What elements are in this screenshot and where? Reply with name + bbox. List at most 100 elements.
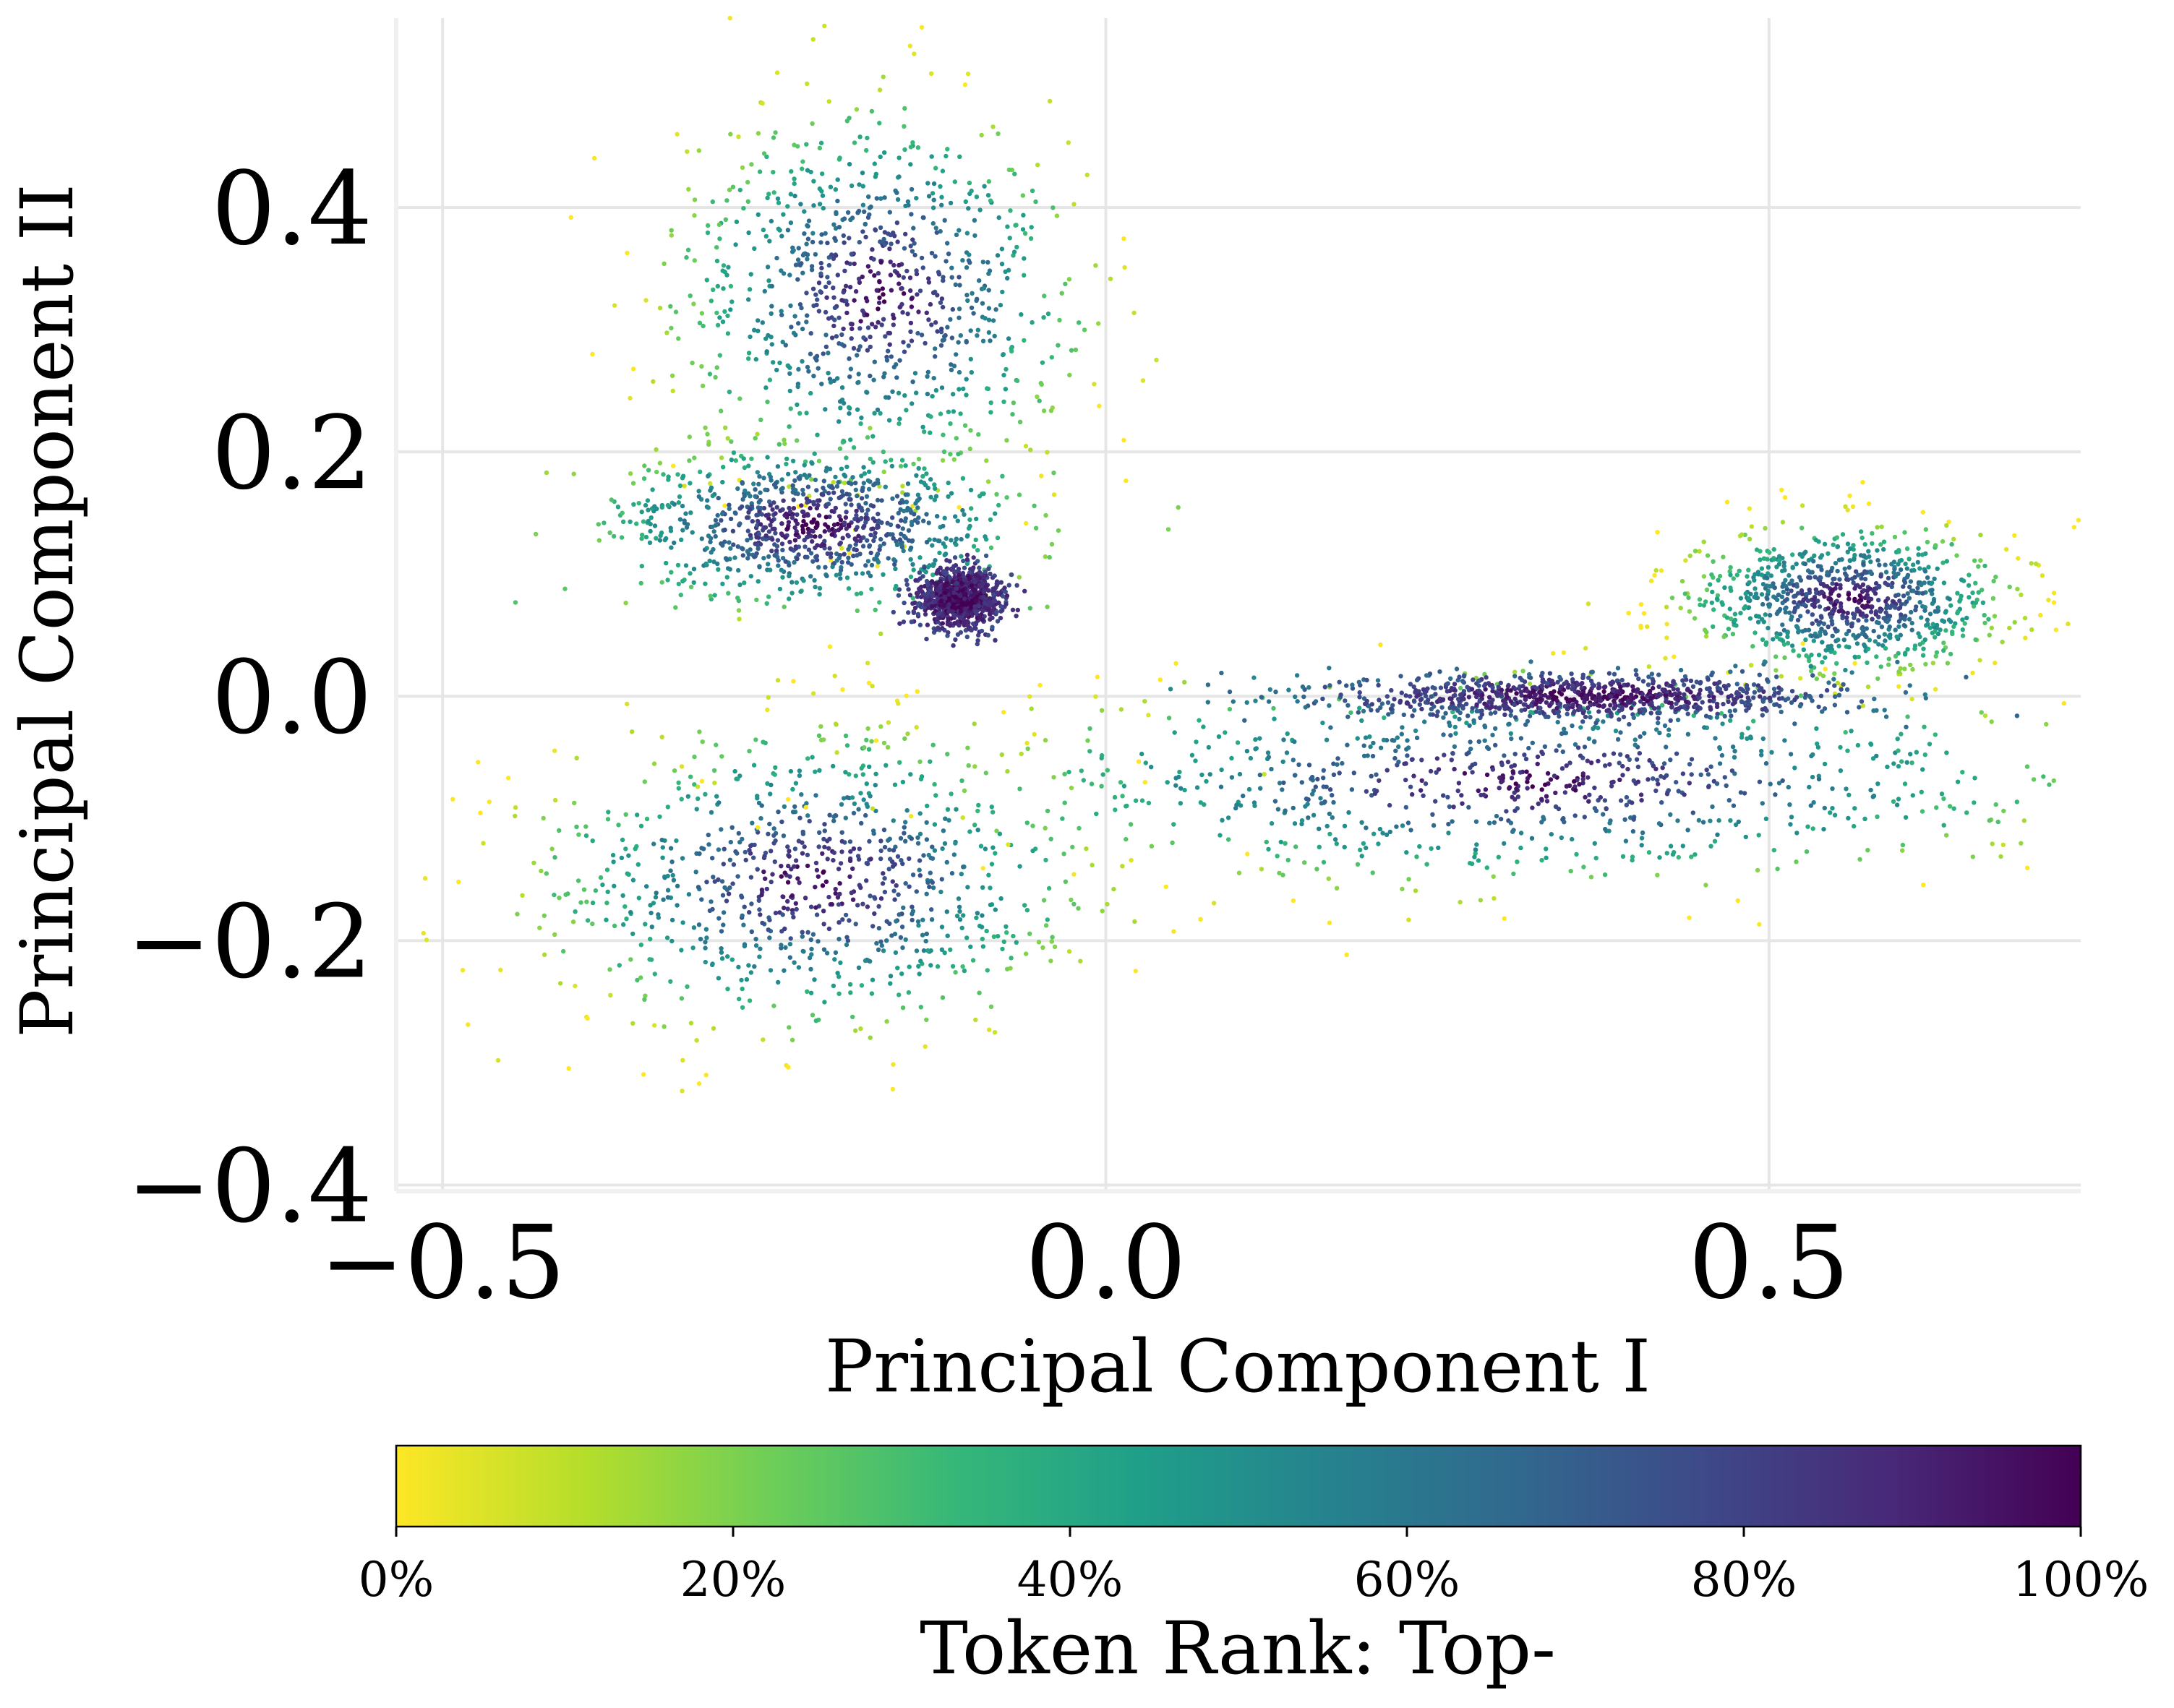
scatter-point (1441, 793, 1446, 798)
scatter-point (513, 813, 518, 819)
scatter-point (940, 613, 945, 618)
scatter-point (1331, 761, 1336, 766)
scatter-point (892, 562, 897, 567)
scatter-point (821, 479, 827, 484)
scatter-point (809, 520, 814, 525)
scatter-point (692, 782, 697, 787)
scatter-point (863, 234, 868, 240)
scatter-point (1504, 809, 1509, 814)
scatter-point (748, 334, 753, 340)
scatter-point (967, 252, 972, 257)
scatter-point (915, 919, 921, 924)
scatter-point (719, 879, 725, 884)
scatter-point (983, 606, 988, 611)
scatter-point (481, 841, 486, 846)
scatter-point (1498, 817, 1504, 822)
scatter-point (843, 912, 849, 918)
scatter-point (1925, 617, 1930, 622)
scatter-point (1830, 622, 1835, 627)
scatter-point (1082, 327, 1087, 332)
scatter-point (624, 917, 629, 922)
scatter-point (1618, 730, 1623, 735)
scatter-point (868, 269, 873, 274)
scatter-point (684, 525, 690, 530)
scatter-point (860, 202, 866, 207)
scatter-point (890, 515, 895, 520)
scatter-point (901, 291, 907, 296)
scatter-point (1820, 660, 1825, 665)
scatter-point (880, 286, 886, 291)
scatter-point (623, 601, 628, 606)
scatter-point (946, 409, 951, 414)
scatter-point (1944, 833, 1949, 838)
scatter-point (859, 505, 864, 511)
scatter-point (1817, 604, 1823, 609)
scatter-point (684, 255, 689, 260)
scatter-point (692, 197, 698, 202)
scatter-point (1846, 565, 1852, 570)
scatter-point (865, 135, 870, 141)
scatter-point (648, 521, 653, 527)
scatter-point (1431, 823, 1437, 828)
scatter-point (822, 23, 827, 28)
scatter-point (1799, 503, 1805, 508)
scatter-point (858, 1026, 863, 1031)
scatter-point (1834, 661, 1839, 666)
scatter-point (716, 877, 721, 883)
scatter-point (964, 377, 969, 382)
scatter-point (1618, 798, 1624, 803)
scatter-point (727, 506, 732, 511)
scatter-point (847, 874, 852, 880)
scatter-point (844, 299, 849, 304)
scatter-point (756, 212, 761, 218)
scatter-point (699, 846, 704, 851)
scatter-point (865, 661, 870, 666)
scatter-point (757, 907, 762, 912)
scatter-point (896, 174, 902, 179)
scatter-point (1960, 627, 1965, 632)
scatter-point (1050, 935, 1055, 940)
scatter-point (787, 562, 792, 568)
scatter-point (620, 510, 625, 515)
scatter-point (669, 228, 674, 233)
scatter-point (1917, 566, 1922, 571)
scatter-point (742, 904, 747, 909)
scatter-point (773, 130, 778, 135)
scatter-point (1041, 898, 1047, 903)
scatter-point (672, 540, 677, 546)
scatter-point (1493, 742, 1498, 748)
scatter-point (769, 311, 774, 316)
scatter-point (1069, 785, 1074, 791)
scatter-point (1142, 699, 1147, 704)
scatter-point (916, 923, 921, 928)
scatter-point (686, 892, 692, 897)
scatter-point (1508, 820, 1514, 825)
scatter-point (996, 215, 1001, 220)
scatter-point (985, 386, 991, 392)
scatter-point (598, 875, 604, 880)
scatter-point (805, 81, 810, 87)
scatter-point (730, 881, 735, 886)
scatter-point (846, 405, 852, 410)
scatter-point (1941, 796, 1946, 802)
scatter-point (1852, 806, 1857, 811)
scatter-point (972, 625, 977, 630)
scatter-point (975, 808, 980, 814)
scatter-point (1003, 601, 1009, 606)
scatter-point (682, 518, 687, 523)
scatter-point (958, 333, 964, 338)
scatter-point (803, 804, 808, 810)
scatter-point (952, 555, 958, 560)
scatter-point (946, 494, 951, 499)
scatter-point (1359, 820, 1364, 825)
scatter-point (896, 701, 901, 706)
scatter-point (817, 592, 822, 597)
scatter-point (933, 793, 938, 798)
scatter-point (840, 536, 845, 541)
scatter-point (935, 611, 941, 617)
scatter-point (1124, 478, 1129, 484)
scatter-point (1773, 792, 1778, 797)
scatter-point (812, 451, 817, 456)
scatter-point (796, 366, 801, 372)
scatter-point (819, 382, 824, 387)
